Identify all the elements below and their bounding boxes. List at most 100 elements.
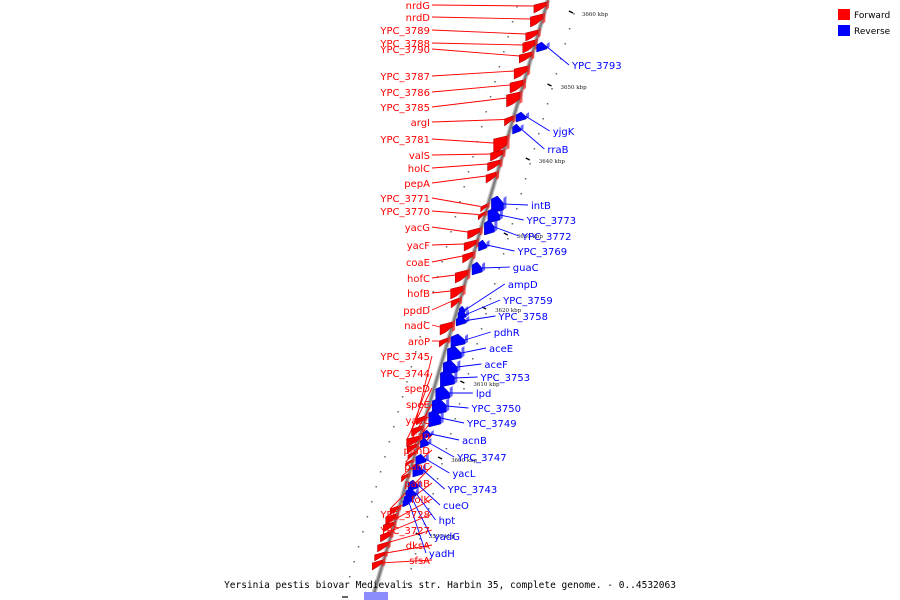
reverse-gene-label-ypc-3758[interactable]: YPC_3758 — [497, 312, 548, 323]
gene-glyph-side — [413, 450, 417, 456]
reverse-gene-label-ypc-3773[interactable]: YPC_3773 — [526, 216, 577, 227]
forward-gene-label-ypc-3790[interactable]: YPC_3790 — [379, 45, 430, 56]
gene-glyph-side — [482, 262, 486, 272]
reverse-gene-label-ypc-3749[interactable]: YPC_3749 — [466, 419, 517, 430]
reverse-gene-label-hpt[interactable]: hpt — [439, 516, 456, 527]
forward-gene-label-panc[interactable]: panC — [404, 462, 430, 473]
forward-gene-label-folk[interactable]: folK — [411, 495, 430, 506]
forward-gene-label-panb[interactable]: panB — [404, 479, 430, 490]
reverse-gene-label-yadh[interactable]: yadH — [429, 549, 455, 560]
reverse-gene-label-ypc-3772[interactable]: YPC_3772 — [521, 232, 572, 243]
reverse-leader-line — [520, 128, 545, 150]
reverse-gene-label-ypc-3750[interactable]: YPC_3750 — [470, 404, 521, 415]
minor-tick — [489, 96, 492, 98]
minor-tick — [393, 426, 395, 428]
forward-gene-label-pand[interactable]: panD — [403, 446, 430, 457]
reverse-leader-line — [430, 433, 460, 441]
forward-gene-label-ypc-3787[interactable]: YPC_3787 — [379, 72, 430, 83]
reverse-gene-label-guac[interactable]: guaC — [513, 263, 539, 274]
forward-gene-label-dksa[interactable]: dksA — [406, 541, 430, 552]
reverse-gene-label-ypc-3769[interactable]: YPC_3769 — [516, 247, 567, 258]
reverse-gene-label-acef[interactable]: aceF — [484, 360, 508, 371]
forward-gene-label-hofb[interactable]: hofB — [407, 289, 430, 300]
forward-gene-label-ypc-3770[interactable]: YPC_3770 — [379, 207, 430, 218]
gene-glyph-side — [424, 414, 428, 422]
forward-gene-label-ypc-3728[interactable]: YPC_3728 — [379, 510, 430, 521]
reverse-gene-label-lpd[interactable]: lpd — [476, 389, 491, 400]
legend-label-reverse: Reverse — [854, 27, 891, 37]
minor-tick — [463, 388, 465, 390]
forward-gene-label-arop[interactable]: aroP — [408, 337, 430, 348]
forward-gene-glyph — [478, 211, 485, 221]
forward-leader-line — [431, 290, 451, 294]
minor-tick — [467, 373, 470, 375]
reverse-gene-label-ypc-3747[interactable]: YPC_3747 — [456, 453, 507, 464]
reverse-gene-label-ypc-3753[interactable]: YPC_3753 — [480, 373, 531, 384]
forward-gene-label-ypc-3781[interactable]: YPC_3781 — [379, 135, 430, 146]
gene-glyph-side — [527, 64, 531, 76]
reverse-gene-glyph — [515, 111, 527, 123]
forward-gene-label-yacg[interactable]: yacG — [405, 223, 430, 234]
reverse-gene-label-yjgk[interactable]: yjgK — [553, 127, 575, 138]
gene-glyph-side — [416, 442, 420, 450]
minor-tick — [498, 66, 501, 68]
reverse-leader-line — [486, 244, 515, 252]
reverse-gene-glyph — [440, 369, 455, 388]
reverse-gene-label-ampd[interactable]: ampD — [508, 280, 538, 291]
reverse-gene-label-ypc-3759[interactable]: YPC_3759 — [502, 296, 553, 307]
reverse-gene-glyph — [487, 207, 501, 224]
minor-tick — [454, 418, 456, 420]
gene-glyph-side — [467, 268, 471, 280]
forward-gene-label-ypc-3786[interactable]: YPC_3786 — [379, 88, 430, 99]
forward-gene-label-nadc[interactable]: nadC — [404, 321, 430, 332]
gene-glyph-side — [546, 42, 550, 49]
forward-gene-label-ypc-3771[interactable]: YPC_3771 — [379, 194, 430, 205]
minor-tick — [494, 81, 496, 83]
forward-gene-label-sped[interactable]: speD — [405, 384, 431, 395]
forward-gene-label-yacf[interactable]: yacF — [407, 241, 431, 252]
forward-gene-label-ypc-3785[interactable]: YPC_3785 — [379, 103, 430, 114]
forward-gene-label-ypc-3745[interactable]: YPC_3745 — [379, 352, 430, 363]
forward-gene-label-ypc-3744[interactable]: YPC_3744 — [379, 369, 430, 380]
forward-gene-label-coae[interactable]: coaE — [406, 258, 430, 269]
reverse-leader-line — [411, 498, 432, 537]
reverse-gene-label-yacl[interactable]: yacL — [452, 469, 476, 480]
minor-tick — [441, 463, 443, 465]
reverse-gene-glyph — [450, 333, 466, 348]
gene-glyph-side — [418, 480, 422, 488]
reverse-gene-label-ypc-3743[interactable]: YPC_3743 — [447, 485, 498, 496]
forward-gene-label-holc[interactable]: holC — [408, 164, 430, 175]
minor-tick — [349, 576, 351, 578]
forward-gene-label-can[interactable]: can — [412, 431, 430, 442]
reverse-gene-label-acee[interactable]: aceE — [489, 344, 513, 355]
scale-label: 3610 kbp — [473, 382, 500, 388]
forward-gene-label-vals[interactable]: valS — [409, 151, 430, 162]
reverse-gene-label-acnb[interactable]: acnB — [462, 436, 487, 447]
forward-gene-label-nrdg[interactable]: nrdG — [406, 1, 430, 12]
minor-tick — [524, 178, 527, 180]
minor-tick — [546, 103, 549, 105]
forward-gene-label-nrdd[interactable]: nrdD — [406, 13, 431, 24]
reverse-gene-label-pdhr[interactable]: pdhR — [494, 328, 520, 339]
reverse-gene-label-intb[interactable]: intB — [531, 201, 551, 212]
reverse-gene-label-rrab[interactable]: rraB — [547, 145, 568, 156]
forward-gene-label-pepa[interactable]: pepA — [404, 179, 430, 190]
gene-glyph-side — [447, 336, 451, 344]
forward-gene-glyph — [439, 337, 448, 348]
forward-gene-label-spee[interactable]: speE — [406, 400, 430, 411]
minor-tick — [494, 283, 496, 285]
forward-gene-label-hofc[interactable]: hofC — [407, 274, 430, 285]
forward-gene-glyph — [504, 115, 513, 127]
reverse-gene-label-yadg[interactable]: yadG — [434, 532, 460, 543]
forward-gene-label-ypc-3727[interactable]: YPC_3727 — [379, 526, 430, 537]
reverse-gene-label-ypc-3793[interactable]: YPC_3793 — [571, 61, 622, 72]
minor-tick — [573, 13, 575, 15]
forward-gene-label-ypc-3788[interactable]: YPC_3788 — [379, 39, 430, 50]
reverse-gene-label-cueo[interactable]: cueO — [443, 501, 469, 512]
reverse-leader-line — [525, 116, 550, 132]
forward-gene-label-ppdd[interactable]: ppdD — [403, 306, 430, 317]
forward-gene-label-argi[interactable]: argI — [411, 118, 430, 129]
forward-gene-label-yacc[interactable]: yacC — [405, 416, 430, 427]
forward-gene-label-sfsa[interactable]: sfsA — [409, 556, 430, 567]
forward-gene-label-ypc-3789[interactable]: YPC_3789 — [379, 26, 430, 37]
